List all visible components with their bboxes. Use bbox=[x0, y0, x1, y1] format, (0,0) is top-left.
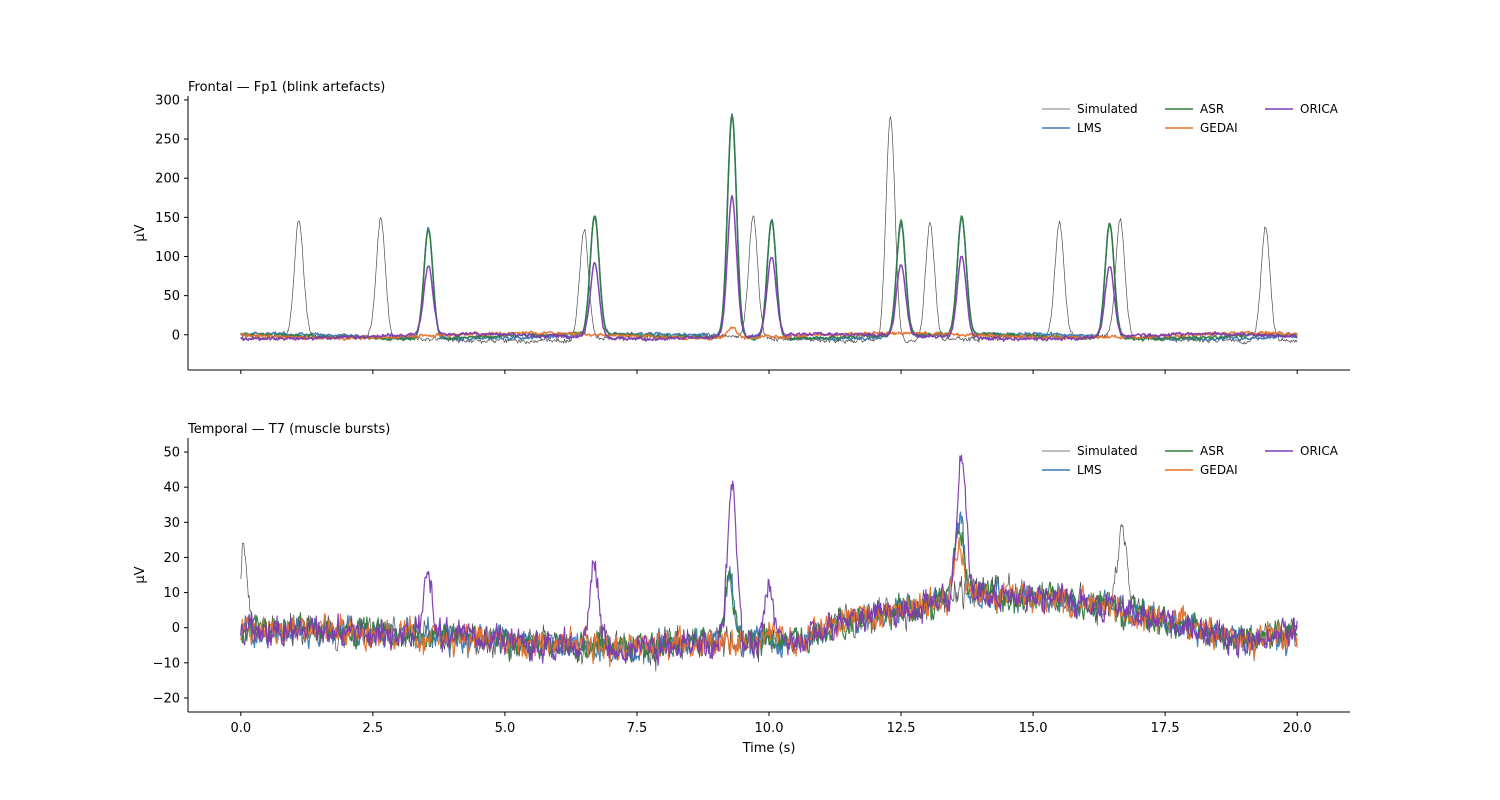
series-line-gedai bbox=[240, 326, 1298, 341]
series-line-simulated bbox=[240, 524, 1298, 672]
y-tick-label: 100 bbox=[155, 250, 180, 265]
x-tick-label: 7.5 bbox=[627, 721, 648, 736]
series-line-simulated bbox=[240, 116, 1298, 345]
series-group bbox=[240, 454, 1298, 672]
legend-label-orica: ORICA bbox=[1300, 102, 1339, 116]
y-tick-label: 0 bbox=[172, 621, 180, 636]
panel-temporal: −20 −10 0 10 20 30 40 50 0.0 2.5 5.0 7.5 10.0 12.5 15.… bbox=[133, 422, 1350, 756]
y-tick-label: 30 bbox=[163, 516, 180, 531]
legend-label-lms: LMS bbox=[1077, 463, 1102, 477]
panel-frontal: 0 50 100 150 200 250 300 Frontal — Fp1 (blink a… bbox=[133, 80, 1350, 374]
legend-label-asr: ASR bbox=[1200, 444, 1224, 458]
y-tick-label: 40 bbox=[163, 481, 180, 496]
y-axis-label: µV bbox=[133, 566, 148, 583]
series-line-orica bbox=[240, 194, 1298, 342]
x-axis-label: Time (s) bbox=[742, 741, 796, 756]
series-line-orica bbox=[240, 454, 1298, 666]
x-tick-label: 12.5 bbox=[887, 721, 916, 736]
y-tick-label: 50 bbox=[163, 289, 180, 304]
legend-label-gedai: GEDAI bbox=[1200, 463, 1238, 477]
x-tick-label: 17.5 bbox=[1151, 721, 1180, 736]
y-tick-label: 150 bbox=[155, 211, 180, 226]
legend-label-gedai: GEDAI bbox=[1200, 121, 1238, 135]
series-group bbox=[240, 113, 1298, 345]
y-tick-label: 200 bbox=[155, 172, 180, 187]
legend-label-lms: LMS bbox=[1077, 121, 1102, 135]
y-tick-label: −20 bbox=[153, 691, 180, 706]
y-tick-label: 50 bbox=[163, 446, 180, 461]
series-line-asr bbox=[240, 115, 1298, 342]
legend-label-simulated: Simulated bbox=[1077, 444, 1138, 458]
series-line-gedai bbox=[240, 536, 1298, 668]
x-tick-label: 10.0 bbox=[755, 721, 784, 736]
x-tick-label: 5.0 bbox=[495, 721, 516, 736]
x-tick-label: 0.0 bbox=[230, 721, 251, 736]
panel-title: Temporal — T7 (muscle bursts) bbox=[187, 422, 390, 437]
x-tick-label: 2.5 bbox=[363, 721, 384, 736]
panel-title: Frontal — Fp1 (blink artefacts) bbox=[188, 80, 385, 95]
x-tick-label: 15.0 bbox=[1019, 721, 1048, 736]
y-tick-label: 250 bbox=[155, 133, 180, 148]
legend: Simulated LMS ASR GEDAI ORICA bbox=[1042, 444, 1339, 477]
series-line-lms bbox=[240, 113, 1298, 342]
y-axis-label: µV bbox=[133, 224, 148, 241]
y-tick-label: −10 bbox=[153, 656, 180, 671]
legend-label-simulated: Simulated bbox=[1077, 102, 1138, 116]
y-tick-label: 10 bbox=[163, 586, 180, 601]
x-tick-label: 20.0 bbox=[1283, 721, 1312, 736]
y-tick-label: 20 bbox=[163, 551, 180, 566]
legend: Simulated LMS ASR GEDAI ORICA bbox=[1042, 102, 1339, 135]
legend-label-asr: ASR bbox=[1200, 102, 1224, 116]
y-tick-label: 0 bbox=[172, 328, 180, 343]
y-tick-label: 300 bbox=[155, 93, 180, 108]
legend-label-orica: ORICA bbox=[1300, 444, 1339, 458]
